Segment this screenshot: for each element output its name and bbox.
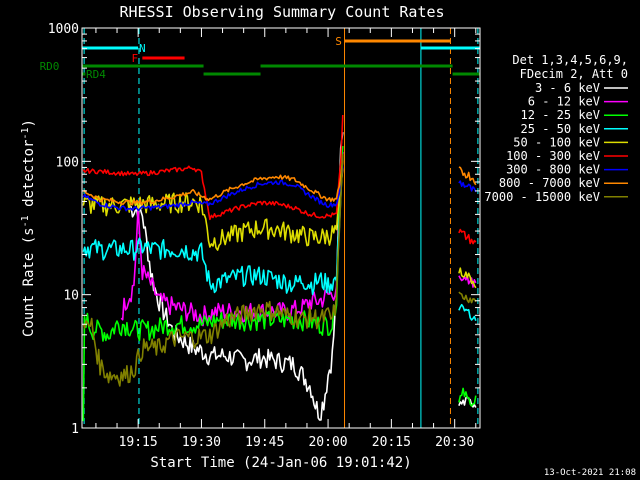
- series-line-late-3: [458, 303, 477, 321]
- y-axis-label-sup1: -1: [20, 215, 31, 227]
- legend-label-6: 300 - 800 keV: [506, 163, 600, 177]
- legend-label-0: 3 - 6 keV: [535, 81, 600, 95]
- flag-label-0: N: [139, 42, 146, 55]
- x-tick-label-2: 19:45: [245, 435, 284, 450]
- series-line-late-2: [458, 387, 477, 407]
- y-tick-label-1: 10: [63, 289, 79, 304]
- y-tick-label-0: 1: [71, 422, 79, 437]
- series-line-late-5: [458, 228, 477, 245]
- y-axis-label-main: Count Rate (s: [21, 227, 37, 337]
- flag-bars: NF S RD0 RD4: [40, 35, 480, 81]
- flag-label-5: RD4: [86, 68, 106, 81]
- flag-label-2: S: [335, 35, 342, 48]
- plot-frame: [81, 27, 481, 429]
- x-axis-label: Start Time (24-Jan-06 19:01:42): [150, 455, 411, 471]
- legend-label-2: 12 - 25 keV: [521, 108, 600, 122]
- y-tick-label-2: 100: [56, 155, 79, 170]
- series-line-3: [82, 155, 344, 296]
- chart-title: RHESSI Observing Summary Count Rates: [119, 3, 444, 21]
- x-axis: 19:15 19:30 19:45 20:00 20:15 20:30: [95, 28, 477, 450]
- y-axis-label-mid: detector: [21, 140, 37, 216]
- legend-label-7: 800 - 7000 keV: [499, 176, 600, 190]
- y-tick-label-3: 1000: [48, 22, 79, 37]
- y-axis-label: Count Rate (s-1 detector-1): [20, 119, 37, 337]
- flag-label-4: RD0: [40, 60, 60, 73]
- series-line-late-8: [458, 291, 477, 304]
- x-tick-label-1: 19:30: [182, 435, 221, 450]
- x-tick-label-3: 20:00: [308, 435, 347, 450]
- legend-header-line2: FDecim 2, Att 0: [520, 67, 628, 81]
- flag-label-1: F: [131, 52, 138, 65]
- x-tick-label-4: 20:15: [372, 435, 411, 450]
- legend-label-8: 7000 - 15000 keV: [484, 190, 600, 204]
- series-line-late-7: [458, 166, 477, 186]
- y-axis: 1 10 100 1000: [48, 22, 480, 437]
- legend-label-5: 100 - 300 keV: [506, 149, 600, 163]
- series-line-late-6: [458, 180, 477, 193]
- series-line-late-4: [458, 267, 477, 289]
- legend: Det 1,3,4,5,6,9, FDecim 2, Att 0 3 - 6 k…: [484, 53, 628, 204]
- x-tick-label-5: 20:30: [435, 435, 474, 450]
- series-lines: [82, 114, 477, 422]
- series-line-5: [82, 114, 344, 221]
- y-axis-label-end: ): [21, 119, 37, 127]
- series-line-0: [129, 132, 344, 421]
- legend-label-3: 25 - 50 keV: [521, 122, 600, 136]
- series-line-7: [83, 160, 344, 206]
- legend-label-4: 50 - 100 keV: [513, 135, 600, 149]
- legend-label-1: 6 - 12 keV: [528, 95, 600, 109]
- series-line-6: [82, 166, 344, 212]
- y-axis-label-sup2: -1: [20, 127, 31, 139]
- series-line-8: [82, 154, 344, 387]
- footer-date: 13-Oct-2021 21:08: [544, 468, 636, 478]
- legend-header-line1: Det 1,3,4,5,6,9,: [512, 53, 628, 67]
- x-tick-label-0: 19:15: [119, 435, 158, 450]
